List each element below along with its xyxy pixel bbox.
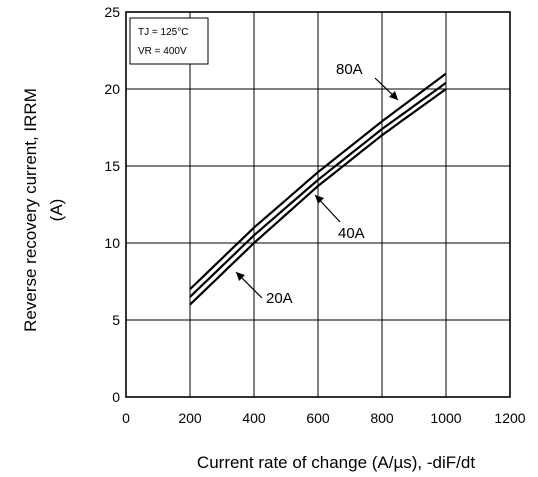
condition-tj: TJ = 125°C — [138, 27, 188, 38]
annotations: 80A 40A 20A — [235, 61, 399, 307]
x-tick-label: 0 — [122, 410, 130, 426]
x-tick-label: 800 — [370, 410, 394, 426]
series-lines — [189, 72, 447, 306]
x-tick-label: 1200 — [494, 410, 525, 426]
annotation-20a-arrowhead — [236, 272, 245, 281]
x-axis-title: Current rate of change (A/µs), -diF/dt — [197, 453, 475, 472]
y-tick-label: 25 — [104, 4, 120, 20]
y-axis-title: Reverse recovery current, IRRM — [21, 88, 40, 332]
x-tick-label: 1000 — [430, 410, 461, 426]
y-tick-label: 20 — [104, 81, 120, 97]
annotation-80a-label: 80A — [336, 61, 363, 78]
y-axis-unit: (A) — [47, 199, 66, 222]
x-tick-labels: 0 200 400 600 800 1000 1200 — [122, 410, 526, 426]
condition-vr: VR = 400V — [138, 46, 187, 57]
conditions-box: TJ = 125°C VR = 400V — [129, 17, 209, 65]
x-tick-label: 200 — [178, 410, 202, 426]
annotation-80a-arrowhead — [389, 91, 398, 100]
annotation-40a-label: 40A — [338, 225, 365, 242]
series-line-20a — [189, 88, 447, 306]
y-tick-label: 0 — [112, 389, 120, 405]
x-tick-label: 400 — [242, 410, 266, 426]
series-line-80a — [189, 72, 447, 290]
y-tick-labels: 0 5 10 15 20 25 — [104, 4, 120, 405]
x-tick-label: 600 — [306, 410, 330, 426]
y-tick-label: 5 — [112, 312, 120, 328]
annotation-40a-arrowhead — [315, 195, 324, 204]
series-line-40a — [189, 81, 447, 298]
y-tick-label: 10 — [104, 235, 120, 251]
annotation-20a-label: 20A — [266, 290, 293, 307]
grid — [125, 11, 511, 398]
y-tick-label: 15 — [104, 158, 120, 174]
plot-area-frame — [125, 11, 511, 398]
